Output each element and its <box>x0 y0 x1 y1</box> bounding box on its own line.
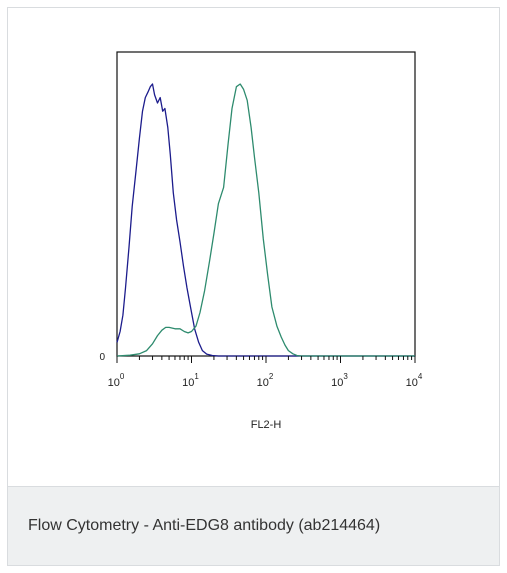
x-tick-label: 103 <box>331 372 348 389</box>
figure-card: 0 100 101 102 103 104 FL2-H Flow Cytometry - … <box>7 7 500 566</box>
x-tick-label: 101 <box>182 372 199 389</box>
histogram-series-2 <box>116 83 415 357</box>
x-tick-label: 102 <box>257 372 274 389</box>
histogram-series-1 <box>116 83 415 357</box>
plot-frame <box>116 51 416 357</box>
figure-area: 0 100 101 102 103 104 FL2-H <box>8 8 499 486</box>
y-tick-label: 0 <box>99 352 105 363</box>
caption-bar: Flow Cytometry - Anti-EDG8 antibody (ab2… <box>8 486 499 565</box>
x-tick-label: 104 <box>406 372 423 389</box>
x-axis-label: FL2-H <box>251 419 282 431</box>
x-tick-label: 100 <box>108 372 125 389</box>
figure-caption: Flow Cytometry - Anti-EDG8 antibody (ab2… <box>28 517 381 534</box>
